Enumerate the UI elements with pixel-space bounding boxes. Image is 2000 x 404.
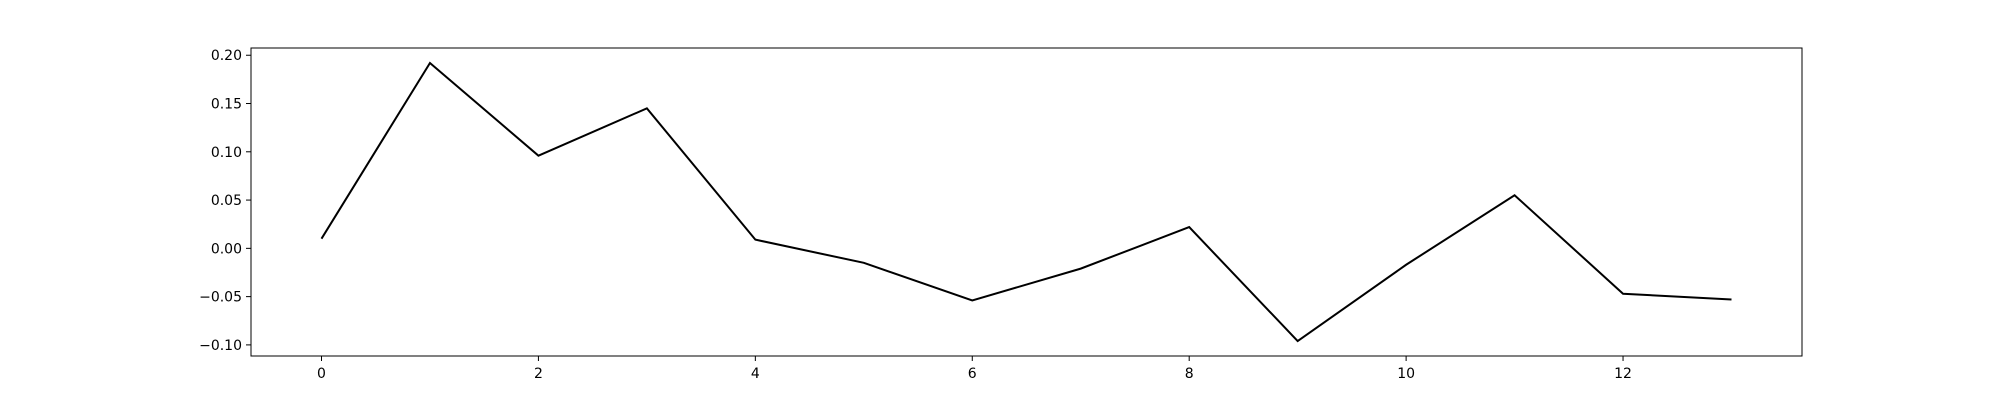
x-tick-label: 8: [1185, 366, 1194, 382]
y-tick-label: −0.05: [199, 290, 242, 306]
plot-area-frame: [250, 47, 1803, 357]
y-tick-label: 0.05: [211, 193, 242, 209]
x-tick-label: 2: [534, 366, 543, 382]
x-tick-label: 10: [1397, 366, 1415, 382]
x-tick-label: 6: [968, 366, 977, 382]
y-tick-label: 0.15: [211, 97, 242, 113]
y-axis: −0.10 −0.05 0.00 0.05 0.10 0.15 0.20: [199, 48, 251, 354]
y-tick-label: 0.20: [211, 48, 242, 64]
x-tick-label: 12: [1614, 366, 1632, 382]
x-tick-label: 4: [751, 366, 760, 382]
series-line: [320, 61, 1732, 343]
y-tick-label: 0.00: [211, 241, 242, 257]
y-tick-label: 0.10: [211, 145, 242, 161]
x-tick-label: 0: [317, 366, 326, 382]
x-axis: 0 2 4 6 8 10 12: [317, 356, 1632, 382]
series-layer: [320, 61, 1732, 343]
y-tick-label: −0.10: [199, 338, 242, 354]
